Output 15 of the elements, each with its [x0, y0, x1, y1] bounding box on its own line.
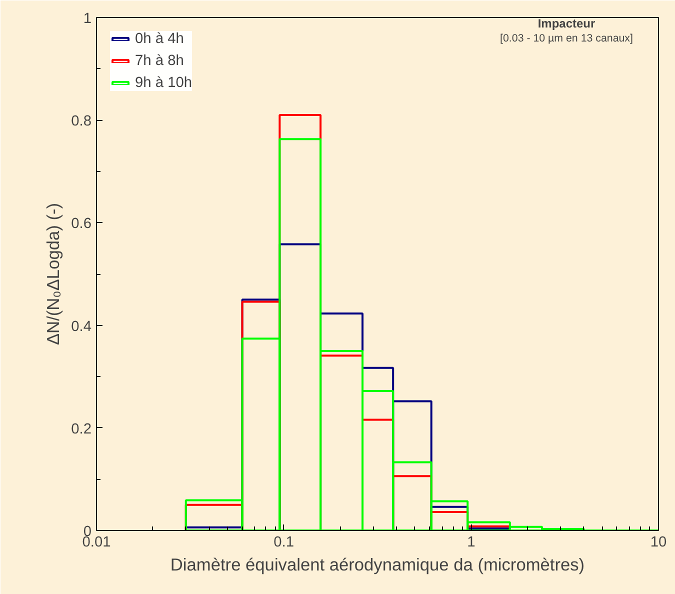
- annotation: [0.03 - 10 µm en 13 canaux]: [500, 32, 633, 44]
- annotation: Impacteur: [538, 16, 596, 30]
- y-tick-label: 0.2: [71, 421, 92, 438]
- x-tick-label: 0.1: [274, 534, 294, 550]
- y-tick-label: 0.4: [71, 318, 92, 335]
- legend-label: 9h à 10h: [135, 75, 192, 91]
- y-tick-label: 1: [83, 11, 92, 27]
- x-tick-label: 10: [650, 534, 667, 550]
- y-axis-title: ΔN/(N₀ΔLogda) (-): [43, 202, 64, 346]
- y-tick-label: 0.8: [71, 114, 92, 130]
- x-axis-title: Diamètre équivalent aérodynamique da (micromètres): [170, 554, 585, 574]
- legend-label: 0h à 4h: [135, 31, 184, 47]
- legend-label: 7h à 8h: [135, 53, 184, 69]
- y-tick-label: 0.6: [71, 216, 92, 232]
- x-tick-label: 1: [467, 534, 476, 550]
